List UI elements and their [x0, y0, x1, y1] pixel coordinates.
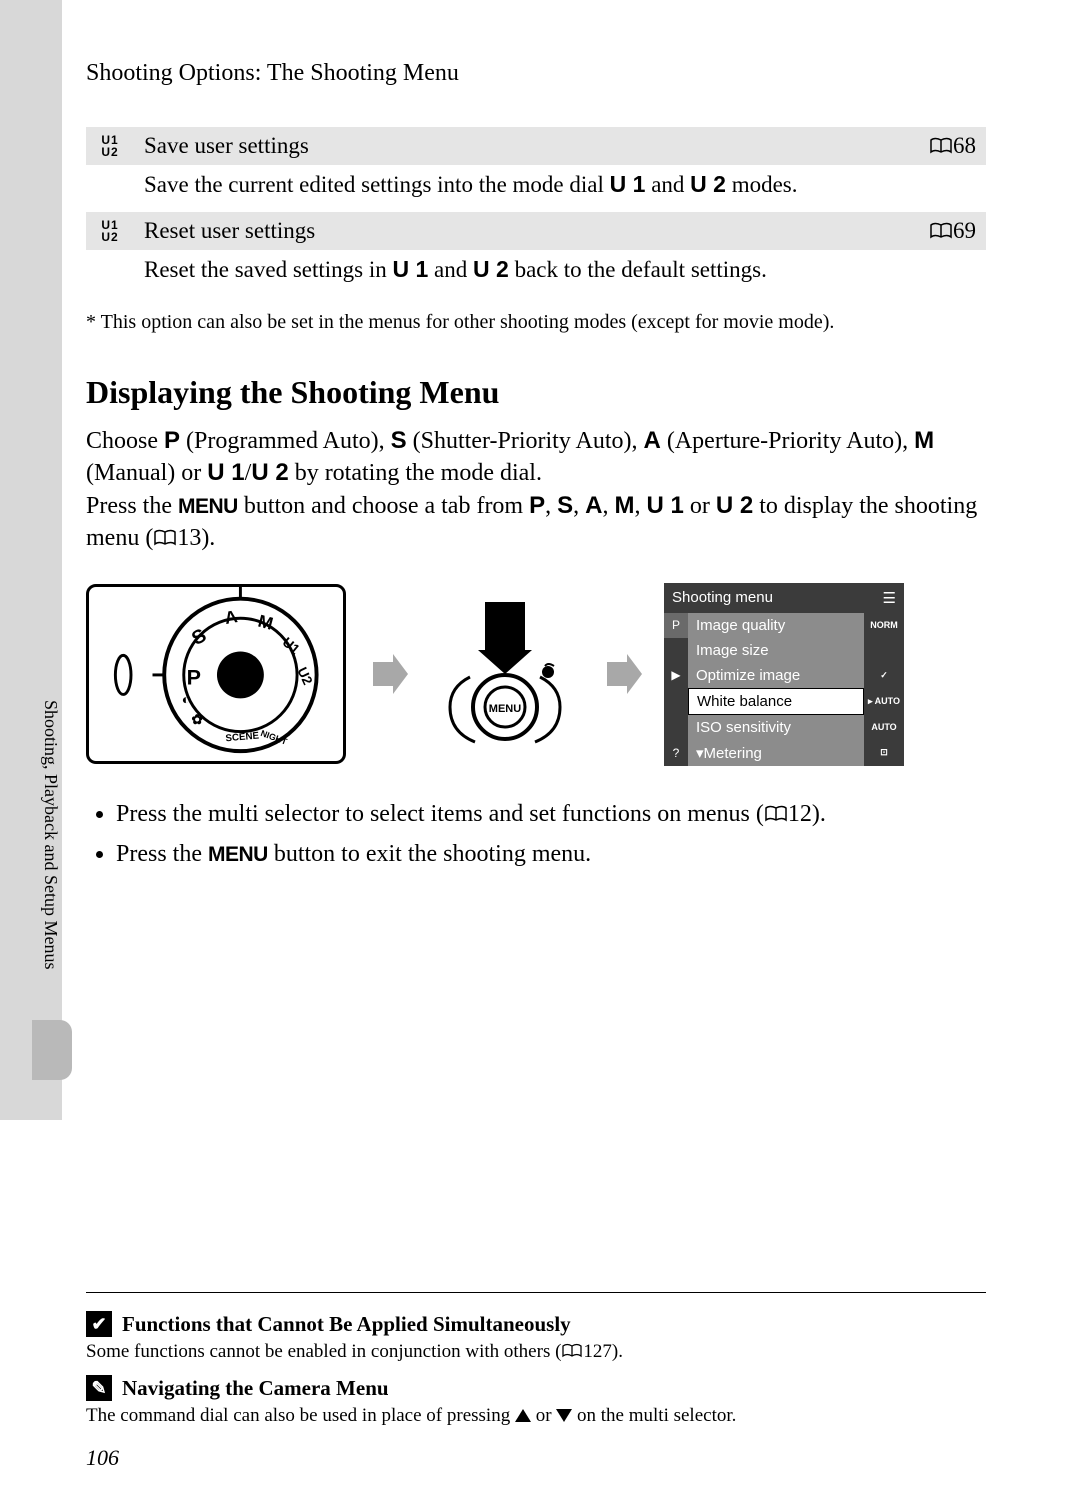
menu-word: MENU — [178, 495, 238, 518]
body-paragraph: Choose P (Programmed Auto), S (Shutter-P… — [86, 425, 986, 555]
page-number: 106 — [86, 1445, 119, 1471]
menu-side-icon — [664, 688, 688, 715]
menu-item-label: ▾Metering — [688, 740, 864, 766]
svg-text:✿: ✿ — [192, 712, 204, 727]
page-number: 68 — [953, 133, 976, 158]
row-desc: Save the current edited settings into th… — [134, 165, 986, 212]
pencil-icon: ✎ — [86, 1375, 112, 1401]
book-icon — [764, 805, 788, 823]
menu-item-tag: ⊡ — [864, 740, 904, 766]
settings-table: U1U2 Save user settings 68 Save the curr… — [86, 127, 986, 297]
menu-item-tag: AUTO — [864, 715, 904, 740]
book-icon — [153, 529, 177, 547]
thumb-tab — [32, 1020, 72, 1080]
menu-side-icon: P — [664, 613, 688, 638]
menu-row: PImage qualityNORM — [664, 613, 904, 638]
row-title: Reset user settings — [134, 212, 896, 250]
note-text: Some functions cannot be enabled in conj… — [86, 1341, 986, 1363]
footnote: * This option can also be set in the men… — [86, 311, 986, 334]
list-item: Press the MENU button to exit the shooti… — [116, 836, 986, 872]
menu-item-tag: NORM — [864, 613, 904, 638]
book-icon — [561, 1343, 583, 1359]
table-row: U1U2 Reset user settings 69 — [86, 212, 986, 250]
bars-icon: ☰ — [883, 589, 896, 607]
menu-item-label: White balance — [688, 688, 864, 715]
menu-item-label: Optimize image — [688, 663, 864, 688]
menu-row: White balance▸ AUTO — [664, 688, 904, 715]
menu-word: MENU — [208, 843, 268, 866]
triangle-down-icon — [556, 1409, 572, 1422]
note-heading: ✔ Functions that Cannot Be Applied Simul… — [86, 1311, 986, 1337]
arrow-right-icon — [602, 654, 642, 694]
bullet-list: Press the multi selector to select items… — [116, 796, 986, 872]
menu-item-tag: ✓ — [864, 663, 904, 688]
row-title: Save user settings — [134, 127, 896, 165]
table-row: Save the current edited settings into th… — [86, 165, 986, 212]
u1u2-icon: U1U2 — [96, 134, 124, 158]
menu-item-tag: ▸ AUTO — [864, 688, 904, 715]
diagram-row: P S A M U1 U2 SCENE NIGHT ✿ ◐ — [86, 583, 986, 766]
book-icon — [929, 137, 953, 155]
menu-item-tag — [864, 638, 904, 663]
menu-row: ▶Optimize image✓ — [664, 663, 904, 688]
mode-dial-diagram: P S A M U1 U2 SCENE NIGHT ✿ ◐ — [86, 584, 346, 764]
menu-item-label: Image size — [688, 638, 864, 663]
menu-item-label: ISO sensitivity — [688, 715, 864, 740]
menu-button-diagram: MENU — [430, 602, 580, 747]
page-ref: 68 — [896, 127, 986, 165]
check-icon: ✔ — [86, 1311, 112, 1337]
breadcrumb: Shooting Options: The Shooting Menu — [86, 60, 986, 87]
menu-row: ISO sensitivityAUTO — [664, 715, 904, 740]
table-row: Reset the saved settings in U 1 and U 2 … — [86, 250, 986, 297]
row-desc: Reset the saved settings in U 1 and U 2 … — [134, 250, 986, 297]
section-heading: Displaying the Shooting Menu — [86, 374, 986, 411]
menu-title: Shooting menu — [672, 589, 773, 606]
arrow-right-icon — [368, 654, 408, 694]
svg-text:◐: ◐ — [182, 692, 190, 707]
menu-item-label: Image quality — [688, 613, 864, 638]
camera-menu-screen: Shooting menu ☰ PImage qualityNORMImage … — [664, 583, 904, 766]
menu-side-icon — [664, 715, 688, 740]
page-ref: 69 — [896, 212, 986, 250]
page-content: Shooting Options: The Shooting Menu U1U2… — [86, 60, 986, 876]
note-text: The command dial can also be used in pla… — [86, 1405, 986, 1427]
book-icon — [929, 222, 953, 240]
menu-side-icon: ▶ — [664, 663, 688, 688]
notes-section: ✔ Functions that Cannot Be Applied Simul… — [86, 1292, 986, 1439]
menu-side-icon: ? — [664, 740, 688, 766]
list-item: Press the multi selector to select items… — [116, 796, 986, 832]
triangle-up-icon — [515, 1409, 531, 1422]
svg-text:P: P — [187, 666, 201, 690]
menu-row: Image size — [664, 638, 904, 663]
table-row: U1U2 Save user settings 68 — [86, 127, 986, 165]
menu-side-icon — [664, 638, 688, 663]
page-number: 69 — [953, 218, 976, 243]
section-vertical-label: Shooting, Playback and Setup Menus — [40, 700, 61, 969]
u1u2-icon: U1U2 — [96, 219, 124, 243]
note-heading: ✎ Navigating the Camera Menu — [86, 1375, 986, 1401]
menu-row: ?▾Metering⊡ — [664, 740, 904, 766]
svg-text:MENU: MENU — [489, 703, 521, 715]
